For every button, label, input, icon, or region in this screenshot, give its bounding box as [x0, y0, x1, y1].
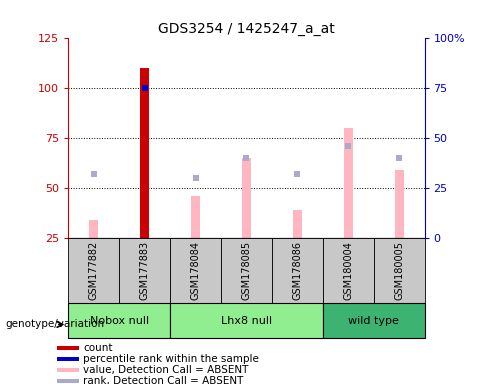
Text: GSM177883: GSM177883 [140, 241, 150, 300]
Text: GSM178086: GSM178086 [292, 241, 303, 300]
Text: GSM178084: GSM178084 [190, 241, 201, 300]
Text: GSM177882: GSM177882 [89, 241, 99, 300]
Bar [119, 238, 170, 303]
Bar [191, 196, 200, 238]
Text: value, Detection Call = ABSENT: value, Detection Call = ABSENT [83, 365, 248, 375]
Text: Nobox null: Nobox null [90, 316, 149, 326]
Bar [68, 303, 170, 338]
Title: GDS3254 / 1425247_a_at: GDS3254 / 1425247_a_at [158, 22, 335, 36]
Text: percentile rank within the sample: percentile rank within the sample [83, 354, 259, 364]
Bar [170, 238, 221, 303]
Text: Lhx8 null: Lhx8 null [221, 316, 272, 326]
Bar [293, 210, 302, 238]
Text: rank, Detection Call = ABSENT: rank, Detection Call = ABSENT [83, 376, 244, 384]
Bar [221, 238, 272, 303]
Text: genotype/variation: genotype/variation [5, 319, 104, 329]
Bar [58, 368, 79, 372]
Text: count: count [83, 343, 113, 353]
Text: GSM180004: GSM180004 [343, 241, 353, 300]
Bar [323, 238, 374, 303]
Bar [140, 68, 149, 238]
Bar [374, 238, 425, 303]
Bar [323, 303, 425, 338]
Text: GSM178085: GSM178085 [242, 241, 251, 300]
Bar [58, 346, 79, 350]
Bar [170, 303, 323, 338]
Bar [344, 128, 353, 238]
Bar [89, 220, 99, 238]
Bar [58, 357, 79, 361]
Bar [242, 158, 251, 238]
Text: GSM180005: GSM180005 [394, 241, 404, 300]
Bar [68, 238, 119, 303]
Text: wild type: wild type [348, 316, 399, 326]
Bar [58, 379, 79, 383]
Bar [272, 238, 323, 303]
Bar [394, 170, 404, 238]
